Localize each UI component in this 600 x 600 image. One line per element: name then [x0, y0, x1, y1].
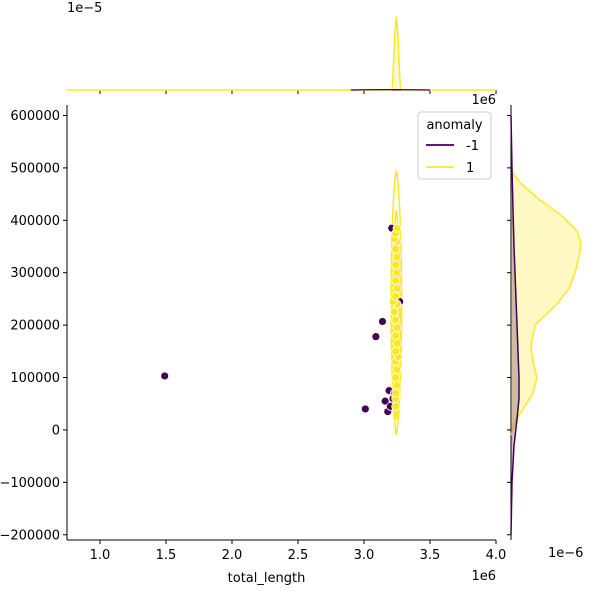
y-tick-label: 100000 — [10, 371, 60, 386]
scatter-point-normal — [391, 401, 401, 411]
scatter-point-normal — [391, 291, 401, 301]
y-tick-label: −200000 — [0, 528, 60, 543]
scatter-point-normal — [392, 268, 402, 278]
scatter-point-normal — [391, 276, 401, 285]
legend-entry-label: -1 — [466, 139, 479, 154]
right-kde-line-anomaly — [510, 115, 520, 535]
scatter-point-normal — [391, 346, 401, 356]
legend-title: anomaly — [426, 118, 482, 133]
scatter-point-normal — [392, 339, 402, 348]
scatter-point-anomaly — [371, 332, 381, 342]
x-tick-label: 1.0 — [90, 548, 111, 563]
scatter-point-normal — [391, 315, 401, 325]
scatter-point-normal — [392, 252, 402, 262]
x-tick-label: 3.5 — [420, 548, 441, 563]
y-tick-label: 600000 — [10, 109, 60, 124]
scatter-point-normal — [391, 260, 401, 270]
scatter-point-normal — [392, 380, 402, 390]
scatter-point-normal — [389, 307, 399, 317]
scatter-point-anomaly — [378, 317, 387, 326]
scatter-point-anomaly — [380, 396, 390, 406]
y-tick-label: 400000 — [10, 214, 60, 229]
scatter-point-normal — [391, 331, 401, 341]
scatter-point-normal — [392, 323, 402, 333]
right-marginal-plot: 1e6 1e−6 — [471, 93, 583, 561]
right-kde-line-normal — [510, 172, 582, 436]
right-marginal-bottom-offset-label: 1e−6 — [548, 546, 583, 561]
scatter-point-normal — [392, 223, 402, 233]
scatter-point-anomaly — [360, 404, 370, 414]
legend-frame — [417, 111, 492, 180]
scatter-point-anomaly — [160, 371, 170, 381]
top-marginal-offset-label: 1e−5 — [67, 1, 102, 16]
right-kde-fill-normal — [511, 173, 581, 436]
x-offset-label: 1e6 — [471, 569, 496, 584]
x-axis-label: total_length — [228, 571, 306, 586]
scatter-point-normal — [391, 373, 401, 382]
y-tick-label: 300000 — [10, 266, 60, 281]
x-tick-label: 1.5 — [156, 548, 177, 563]
legend: anomaly -1 1 — [417, 111, 492, 180]
x-tick-label: 3.0 — [354, 548, 375, 563]
scatter-points — [160, 223, 405, 416]
y-tick-label: −100000 — [0, 476, 60, 491]
x-tick-label: 2.0 — [222, 548, 243, 563]
y-tick-label: 0 — [52, 423, 60, 438]
legend-entry-label: 1 — [466, 161, 474, 176]
main-scatter-plot: 1.0 1.5 2.0 2.5 3.0 3.5 4.0 −200000 −100000 0 1000… — [0, 105, 506, 586]
scatter-point-normal — [392, 365, 402, 375]
scatter-point-normal — [392, 284, 402, 293]
y-tick-label: 200000 — [10, 319, 60, 334]
right-marginal-offset-label: 1e6 — [471, 93, 496, 108]
top-marginal-plot: 1e−5 — [67, 1, 497, 94]
top-kde-line-normal — [67, 15, 496, 91]
x-tick-label: 2.5 — [288, 548, 309, 563]
scatter-point-normal — [391, 388, 401, 398]
scatter-point-normal — [391, 244, 401, 254]
x-tick-label: 4.0 — [486, 548, 507, 563]
top-kde-fill-normal — [67, 18, 496, 90]
y-tick-label: 500000 — [10, 161, 60, 176]
